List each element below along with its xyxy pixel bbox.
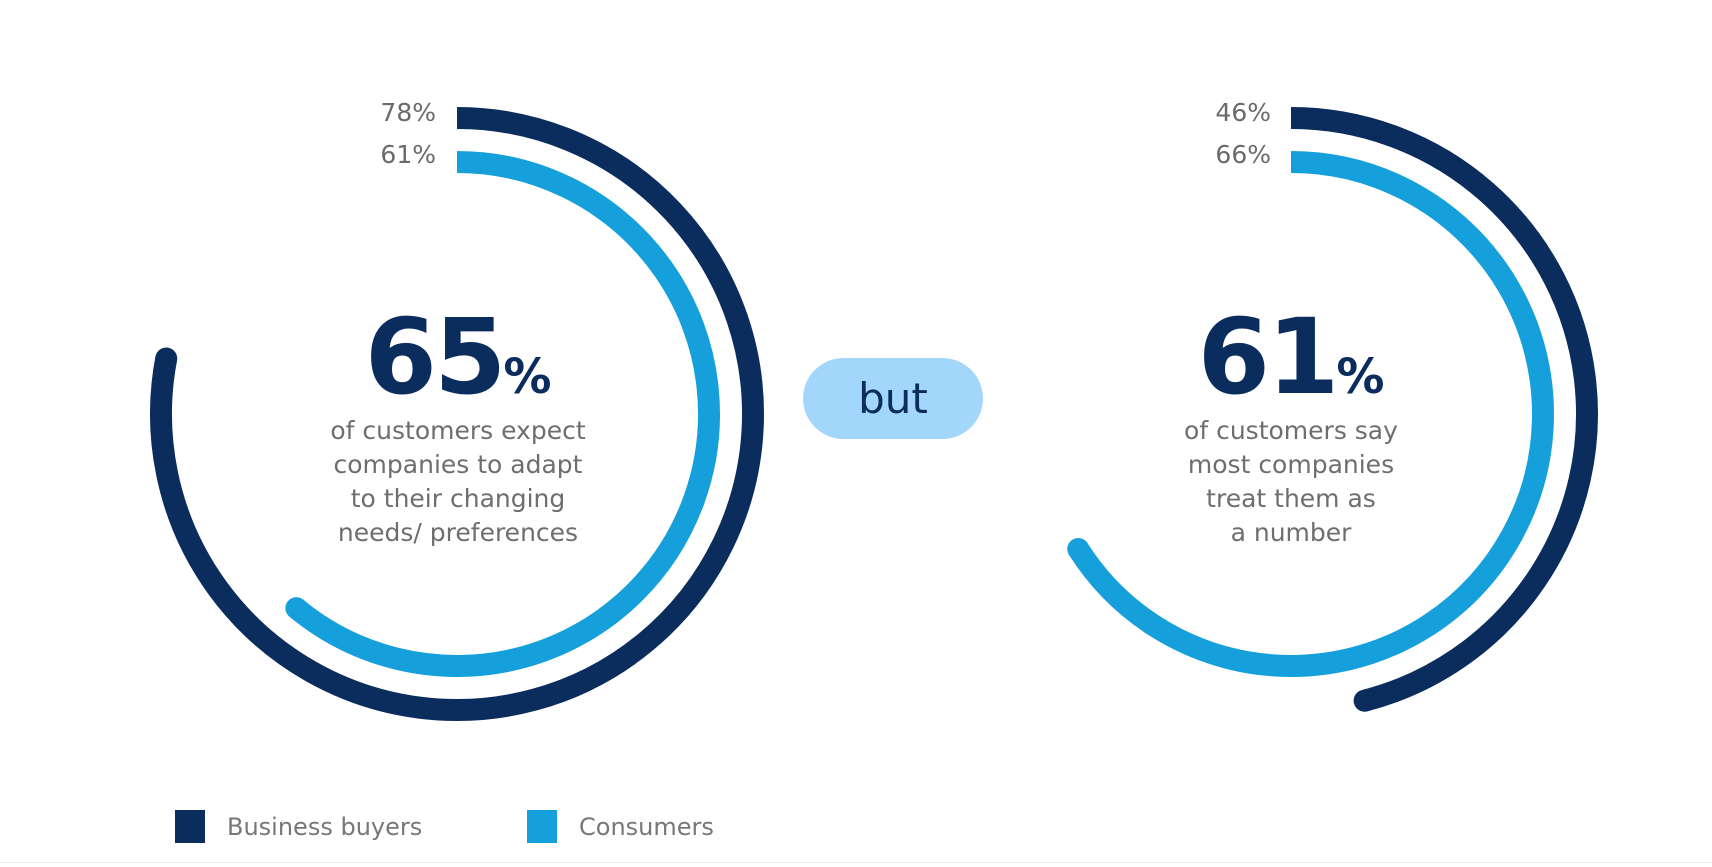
left-business-buyers-label: 78%: [380, 98, 436, 127]
desc-line: needs/ preferences: [337, 518, 579, 547]
desc-line: of customers expect: [330, 416, 586, 445]
left-arc-consumers: [289, 151, 720, 677]
arc-end-cap: [285, 597, 308, 620]
legend-label: Business buyers: [227, 812, 423, 841]
left-headline-value: 65: [364, 296, 507, 418]
but-connector-pill: but: [803, 358, 983, 439]
right-arc-business-buyers: [1290, 107, 1598, 712]
arc-end-cap: [1353, 689, 1376, 712]
right-description: of customers say most companies treat th…: [1091, 414, 1491, 550]
desc-line: of customers say: [1184, 416, 1398, 445]
legend-swatch-consumers: [527, 810, 557, 843]
right-consumers-label: 66%: [1215, 140, 1271, 169]
legend-swatch-business-buyers: [175, 810, 205, 843]
desc-line: a number: [1230, 518, 1352, 547]
left-consumers-label: 61%: [380, 140, 436, 169]
desc-line: most companies: [1187, 450, 1395, 479]
arc-end-cap: [155, 347, 178, 370]
legend-item-business-buyers: Business buyers: [175, 810, 422, 843]
left-headline: 65%: [258, 302, 658, 432]
desc-line: companies to adapt: [333, 450, 583, 479]
left-description: of customers expect companies to adapt t…: [258, 414, 658, 550]
desc-line: treat them as: [1206, 484, 1376, 513]
legend-label: Consumers: [579, 812, 714, 841]
divider: [0, 862, 1712, 863]
right-headline: 61%: [1091, 302, 1491, 432]
left-arc-business-buyers: [150, 107, 764, 721]
desc-line: to their changing: [350, 484, 566, 513]
arc-end-cap: [1067, 538, 1090, 561]
right-arc-consumers: [1068, 151, 1554, 677]
right-business-buyers-label: 46%: [1215, 98, 1271, 127]
legend-item-consumers: Consumers: [527, 810, 714, 843]
right-headline-value: 61: [1197, 296, 1340, 418]
left-headline-symbol: %: [503, 349, 552, 405]
right-headline-symbol: %: [1336, 349, 1385, 405]
